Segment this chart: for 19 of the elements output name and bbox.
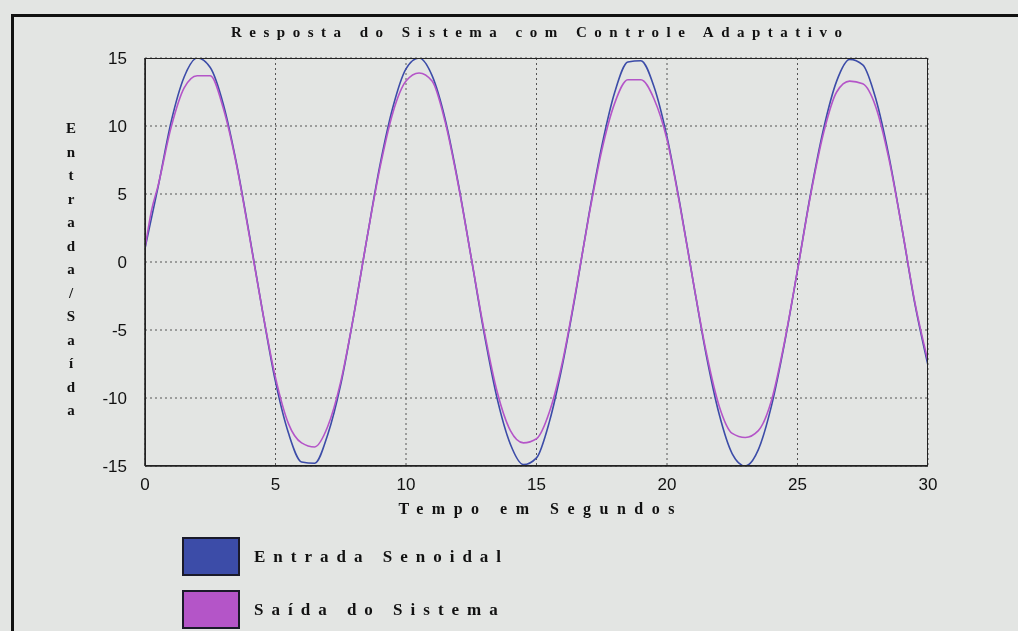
- x-axis-title: Tempo em Segundos: [397, 500, 683, 517]
- x-tick-label: 15: [527, 475, 546, 495]
- y-tick-label: 5: [117, 185, 127, 205]
- x-tick-label: 10: [396, 475, 416, 495]
- y-axis-title: Entrada/Saída: [62, 120, 79, 426]
- y-tick-label: 10: [108, 117, 127, 137]
- chart-title: Resposta do Sistema com Controle Adaptativo: [230, 24, 850, 40]
- y-tick-label: -15: [102, 457, 127, 477]
- x-tick-label: 25: [788, 475, 807, 495]
- x-tick-label: 20: [657, 475, 677, 495]
- y-tick-label: 15: [108, 49, 127, 69]
- y-tick-label: 0: [117, 253, 127, 273]
- x-tick-label: 30: [918, 475, 938, 495]
- y-tick-label: -10: [102, 389, 127, 409]
- x-tick-label: 5: [270, 475, 281, 495]
- legend-label: Entrada Senoidal: [254, 546, 510, 567]
- legend-label: Saída do Sistema: [254, 599, 506, 620]
- x-tick-label: 0: [140, 475, 150, 495]
- y-tick-label: -5: [111, 321, 127, 341]
